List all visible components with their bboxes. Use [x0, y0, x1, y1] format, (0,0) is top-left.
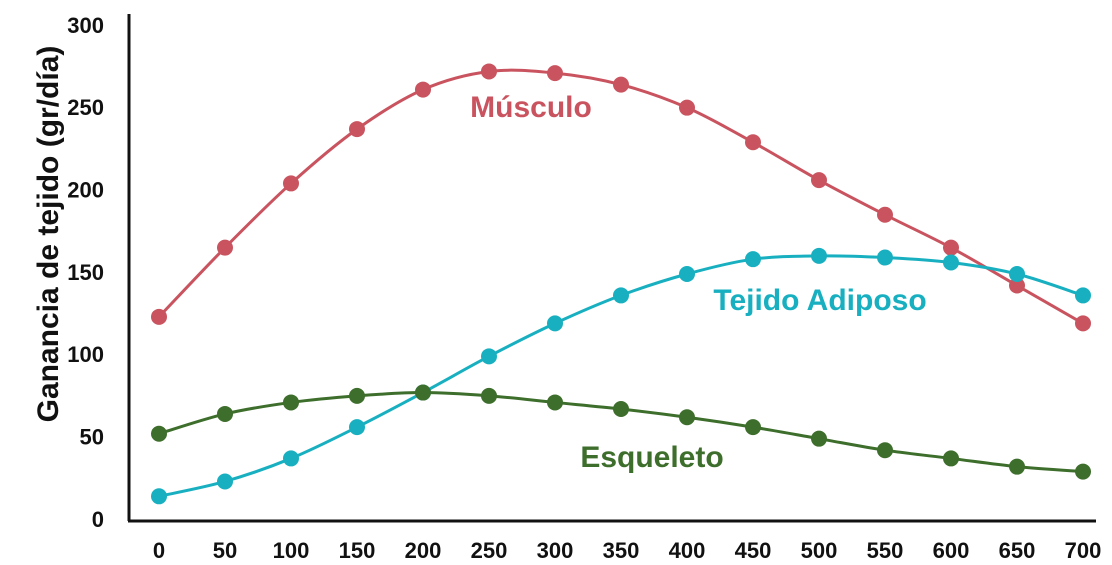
series-tejido-adiposo [151, 247, 1091, 505]
y-tick-label: 250 [67, 95, 104, 120]
data-point-tejido-adiposo [547, 315, 563, 332]
data-point-musculo [283, 175, 299, 192]
series-esqueleto [151, 384, 1091, 480]
x-tick-label: 650 [999, 538, 1036, 563]
data-point-esqueleto [613, 401, 629, 418]
data-point-musculo [481, 63, 497, 80]
data-point-tejido-adiposo [811, 247, 827, 264]
data-point-musculo [943, 239, 959, 256]
data-point-tejido-adiposo [1009, 266, 1025, 282]
data-point-esqueleto [877, 442, 893, 459]
data-point-esqueleto [283, 394, 299, 411]
data-point-tejido-adiposo [613, 287, 629, 304]
series-musculo [151, 63, 1091, 332]
data-point-esqueleto [745, 419, 761, 436]
x-tick-label: 550 [867, 538, 904, 563]
data-point-tejido-adiposo [877, 249, 893, 266]
x-tick-label: 300 [537, 538, 574, 563]
series-label-esqueleto: Esqueleto [580, 441, 723, 474]
x-tick-label: 500 [801, 538, 838, 563]
y-tick-label: 150 [67, 260, 104, 285]
data-point-tejido-adiposo [1075, 287, 1091, 304]
series-layer [151, 63, 1091, 505]
data-point-tejido-adiposo [679, 266, 695, 282]
y-tick-label: 200 [67, 177, 104, 202]
x-tick-label: 250 [471, 538, 508, 563]
y-tick-label: 0 [92, 507, 104, 532]
data-point-esqueleto [1075, 463, 1091, 480]
data-point-musculo [877, 206, 893, 223]
data-point-musculo [613, 76, 629, 93]
data-point-esqueleto [811, 430, 827, 447]
x-tick-label: 600 [933, 538, 970, 563]
data-point-esqueleto [481, 387, 497, 404]
data-point-esqueleto [415, 384, 431, 401]
data-point-musculo [679, 99, 695, 116]
x-tick-label: 700 [1065, 538, 1102, 563]
data-point-esqueleto [547, 394, 563, 411]
y-axis-title: Ganancia de tejido (gr/día) [32, 46, 65, 423]
data-point-musculo [415, 81, 431, 98]
x-tick-label: 400 [669, 538, 706, 563]
data-point-tejido-adiposo [745, 251, 761, 268]
data-point-musculo [745, 134, 761, 151]
data-point-esqueleto [217, 405, 233, 422]
x-tick-label: 150 [339, 538, 376, 563]
data-point-tejido-adiposo [481, 348, 497, 365]
x-tick-label: 50 [213, 538, 237, 563]
x-tick-label: 100 [273, 538, 310, 563]
y-tick-labels: 0 50 100 150 200 250 300 [67, 13, 104, 532]
data-point-esqueleto [943, 450, 959, 467]
x-tick-labels: 0 50 100 150 200 250 300 350 400 450 500 550 600 650 7… [153, 538, 1101, 563]
x-tick-label: 450 [735, 538, 772, 563]
data-point-tejido-adiposo [943, 254, 959, 271]
data-point-tejido-adiposo [217, 473, 233, 490]
data-point-musculo [1075, 315, 1091, 332]
data-point-esqueleto [679, 409, 695, 426]
series-line-musculo [157, 68, 1084, 325]
data-point-tejido-adiposo [151, 488, 167, 505]
y-tick-label: 100 [67, 342, 104, 367]
data-point-esqueleto [349, 387, 365, 404]
data-point-esqueleto [1009, 458, 1025, 475]
x-tick-label: 200 [405, 538, 442, 563]
series-label-tejido-adiposo: Tejido Adiposo [713, 284, 926, 317]
data-point-musculo [151, 308, 167, 325]
data-point-musculo [547, 65, 563, 82]
y-tick-label: 300 [67, 13, 104, 38]
y-tick-label: 50 [80, 424, 104, 449]
data-point-tejido-adiposo [283, 450, 299, 467]
x-tick-label: 350 [603, 538, 640, 563]
data-point-musculo [217, 239, 233, 256]
data-point-musculo [349, 121, 365, 138]
series-label-musculo: Músculo [470, 91, 592, 124]
data-point-esqueleto [151, 425, 167, 442]
data-point-musculo [811, 172, 827, 189]
x-tick-label: 0 [153, 538, 165, 563]
data-point-tejido-adiposo [349, 419, 365, 436]
data-point-musculo [1009, 277, 1025, 294]
